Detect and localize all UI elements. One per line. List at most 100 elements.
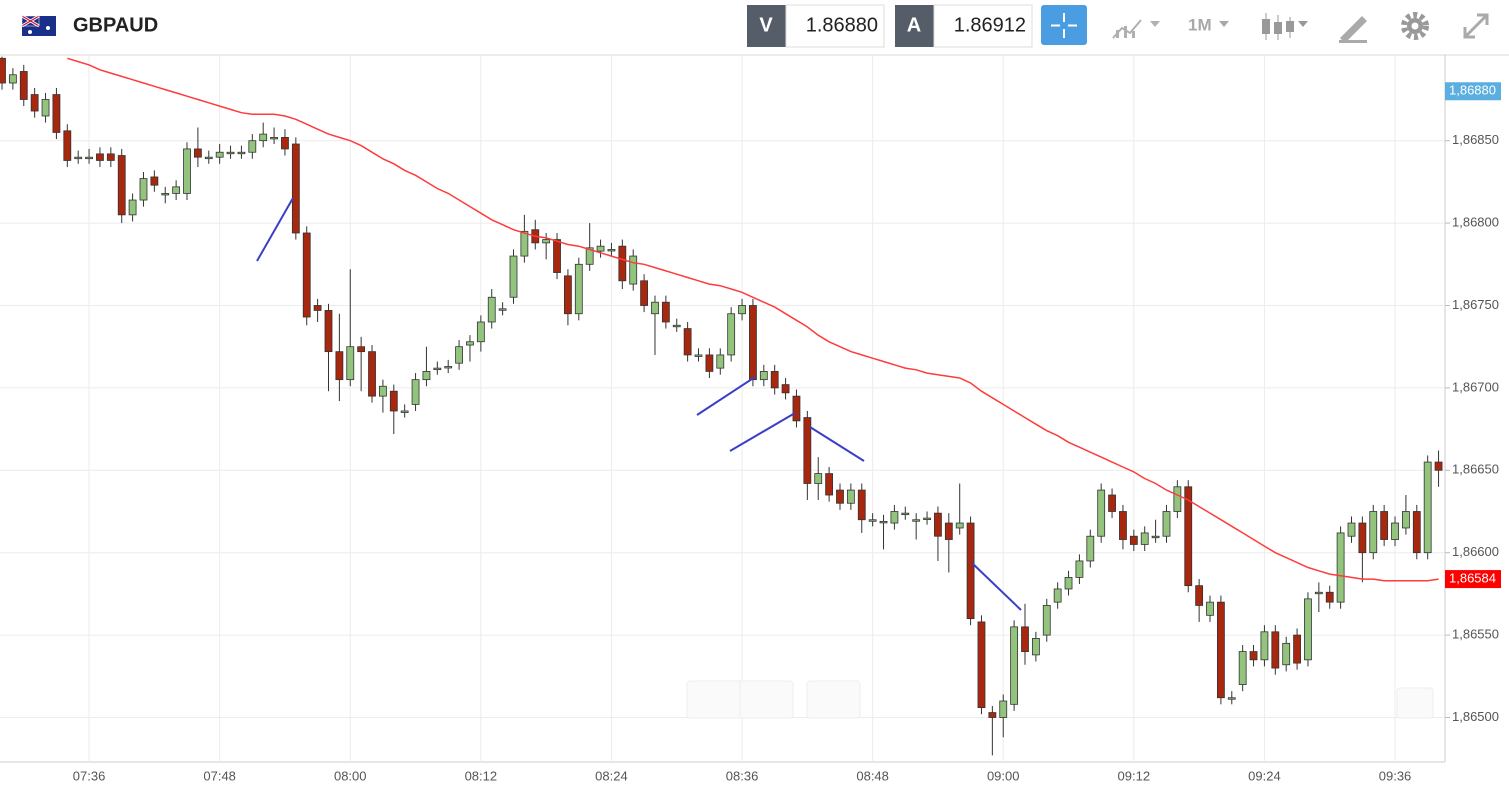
candle-body — [1336, 532, 1345, 603]
candle-body — [857, 489, 866, 521]
candle-body — [357, 346, 366, 353]
x-tick-label: 09:24 — [1248, 768, 1281, 783]
candle-body — [1380, 511, 1389, 540]
candle-body — [85, 156, 93, 160]
candle-body — [1140, 532, 1149, 545]
candle-body — [466, 341, 474, 346]
candle-body — [1129, 535, 1138, 545]
candle-body — [1086, 535, 1095, 562]
candle-body — [324, 310, 333, 353]
candle-body — [1249, 651, 1258, 661]
candle-body — [139, 178, 148, 201]
candle-body — [455, 346, 463, 364]
candle-body — [1075, 560, 1084, 578]
candle-body — [1304, 598, 1312, 661]
candle-button[interactable] — [1262, 13, 1308, 40]
candle-body — [1119, 511, 1127, 540]
candle-body — [836, 489, 844, 504]
candle-body — [1325, 591, 1334, 603]
candle-body — [977, 621, 986, 709]
ask-box[interactable] — [933, 4, 1033, 48]
bid-tag[interactable] — [747, 5, 786, 47]
candle-body — [41, 99, 50, 117]
candle-body — [1184, 486, 1193, 587]
x-tick-label: 09:36 — [1379, 768, 1412, 783]
candle-body — [291, 143, 300, 234]
price-marker — [1445, 82, 1501, 101]
candle-body — [368, 351, 376, 397]
candle-body — [1021, 626, 1029, 652]
candle-body — [433, 367, 442, 371]
candle-body — [422, 371, 431, 381]
candle-body — [988, 712, 997, 718]
price-axis: 1,86500 1,86550 1,86600 1,86650 1,86700 1,867… — [73, 82, 1501, 783]
candle-body — [716, 354, 725, 369]
draw-button[interactable] — [1339, 16, 1367, 43]
candle-body — [1108, 494, 1116, 512]
candle-body — [215, 151, 224, 158]
candle-body — [1097, 489, 1106, 537]
candle-body — [1227, 697, 1236, 700]
candle-body — [63, 130, 72, 161]
candle-body — [738, 305, 746, 315]
y-tick-label: 1,86800 — [1452, 215, 1499, 230]
candle-body — [901, 512, 910, 516]
candle-body — [444, 366, 453, 369]
candle-body — [8, 74, 17, 84]
x-tick-label: 08:36 — [726, 768, 759, 783]
candle-body — [1206, 601, 1214, 616]
symbol: GBPAUD — [73, 14, 158, 36]
candle-body — [193, 148, 202, 158]
candle-body — [759, 371, 768, 381]
candle-body — [1260, 631, 1269, 661]
ask-tag[interactable] — [895, 5, 934, 47]
candle-body — [934, 512, 942, 537]
bid-box[interactable] — [785, 4, 885, 48]
candle-body — [1314, 591, 1323, 595]
candle-body — [520, 230, 529, 257]
candle-body — [607, 249, 616, 252]
candle-body — [281, 137, 289, 150]
candle-body — [781, 384, 790, 394]
chart-type-button[interactable] — [1112, 19, 1160, 39]
candle-body — [999, 700, 1008, 718]
candle-body — [705, 354, 714, 372]
candle-body — [226, 151, 235, 155]
candle-body — [1282, 642, 1291, 666]
candle-body — [890, 511, 899, 524]
candle-body — [74, 156, 83, 160]
x-tick-label: 08:00 — [334, 768, 367, 783]
candle-body — [596, 245, 605, 252]
candle-body — [1238, 651, 1247, 685]
candle-body — [313, 305, 322, 311]
candle-body — [574, 263, 583, 315]
candle-body — [1042, 605, 1051, 636]
candle-body — [879, 520, 888, 524]
candle-body — [19, 71, 28, 100]
candle-body — [150, 176, 159, 186]
price-marker — [1445, 570, 1501, 589]
candle-body — [259, 133, 268, 142]
candle-body — [1053, 588, 1062, 603]
x-tick-label: 08:24 — [595, 768, 628, 783]
candle-body — [944, 522, 953, 540]
settings-button[interactable] — [1401, 12, 1429, 40]
candle-body — [814, 473, 823, 484]
candle-body — [204, 156, 213, 160]
candle-body — [1031, 637, 1040, 656]
candle-body — [1195, 585, 1204, 606]
candle-body — [128, 199, 137, 216]
candle-body — [52, 94, 61, 133]
grid — [0, 55, 1445, 762]
candle-body — [0, 57, 6, 84]
expand-button[interactable] — [1463, 13, 1489, 39]
candle-body — [161, 193, 170, 196]
candle-body — [509, 255, 518, 298]
candle-body — [379, 385, 387, 397]
timeframe[interactable]: 1M — [1188, 15, 1212, 34]
y-tick-label: 1,86700 — [1452, 379, 1499, 394]
crosshair-button[interactable] — [1041, 5, 1087, 45]
candle-body — [683, 328, 692, 356]
y-tick-label: 1,86500 — [1452, 709, 1499, 724]
candle-body — [1271, 631, 1280, 669]
